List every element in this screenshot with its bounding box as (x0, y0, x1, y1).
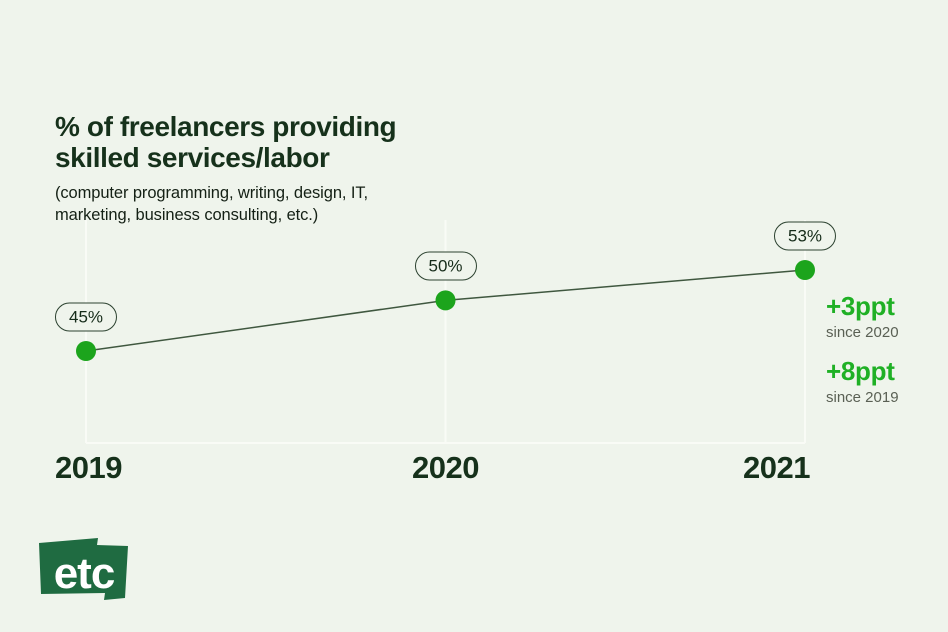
x-axis-label-2020: 2020 (412, 450, 479, 485)
annotation-delta: +3ppt (826, 291, 895, 321)
logo-sticker-shape (39, 538, 128, 600)
annotation-caption: since 2019 (826, 389, 899, 406)
point-label-pill-2021: 53% (773, 221, 837, 251)
chart-subtitle-line-1: (computer programming, writing, design, … (55, 183, 368, 202)
data-point-dot-2019 (76, 341, 96, 361)
chart-title: % of freelancers providing skilled servi… (55, 110, 397, 173)
logo-text: etc (54, 549, 115, 598)
data-point-dot-2021 (795, 260, 815, 280)
annotation-1: +3ppt since 2020 (826, 291, 899, 342)
x-axis-label-2019: 2019 (55, 450, 122, 485)
chart-subtitle: (computer programming, writing, design, … (55, 182, 368, 226)
data-point-dot-2020 (435, 290, 456, 311)
etc-logo: etc (39, 538, 128, 600)
annotation-delta: +8ppt (826, 356, 895, 386)
annotation-caption: since 2020 (826, 324, 899, 341)
annotation-2: +8ppt since 2019 (826, 356, 899, 407)
chart-title-line-2: skilled services/labor (55, 141, 330, 173)
point-label-pill-2020: 50% (414, 251, 477, 281)
point-label-pill-2019: 45% (54, 302, 118, 332)
x-axis-label-2021: 2021 (743, 450, 810, 485)
delta-annotations: +3ppt since 2020 +8ppt since 2019 (826, 291, 899, 407)
chart-title-line-1: % of freelancers providing (55, 110, 397, 142)
chart-subtitle-line-2: marketing, business consulting, etc.) (55, 205, 319, 224)
